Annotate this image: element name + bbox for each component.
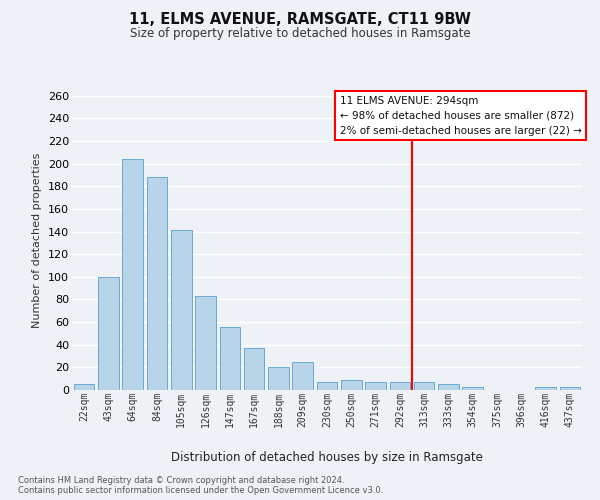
- Bar: [98, 277, 119, 390]
- Bar: [292, 362, 313, 390]
- Text: Distribution of detached houses by size in Ramsgate: Distribution of detached houses by size …: [171, 451, 483, 464]
- Text: 11 ELMS AVENUE: 294sqm
← 98% of detached houses are smaller (872)
2% of semi-det: 11 ELMS AVENUE: 294sqm ← 98% of detached…: [340, 96, 581, 136]
- Bar: [389, 382, 410, 390]
- Bar: [122, 159, 143, 390]
- Bar: [195, 296, 216, 390]
- Bar: [146, 177, 167, 390]
- Bar: [220, 326, 240, 390]
- Bar: [560, 386, 580, 390]
- Bar: [414, 382, 434, 390]
- Bar: [244, 348, 265, 390]
- Bar: [463, 386, 483, 390]
- Bar: [74, 384, 94, 390]
- Bar: [341, 380, 362, 390]
- Bar: [268, 368, 289, 390]
- Bar: [365, 382, 386, 390]
- Bar: [438, 384, 459, 390]
- Text: Contains public sector information licensed under the Open Government Licence v3: Contains public sector information licen…: [18, 486, 383, 495]
- Text: Contains HM Land Registry data © Crown copyright and database right 2024.: Contains HM Land Registry data © Crown c…: [18, 476, 344, 485]
- Bar: [535, 386, 556, 390]
- Text: 11, ELMS AVENUE, RAMSGATE, CT11 9BW: 11, ELMS AVENUE, RAMSGATE, CT11 9BW: [129, 12, 471, 28]
- Bar: [171, 230, 191, 390]
- Text: Size of property relative to detached houses in Ramsgate: Size of property relative to detached ho…: [130, 28, 470, 40]
- Bar: [317, 382, 337, 390]
- Y-axis label: Number of detached properties: Number of detached properties: [32, 152, 43, 328]
